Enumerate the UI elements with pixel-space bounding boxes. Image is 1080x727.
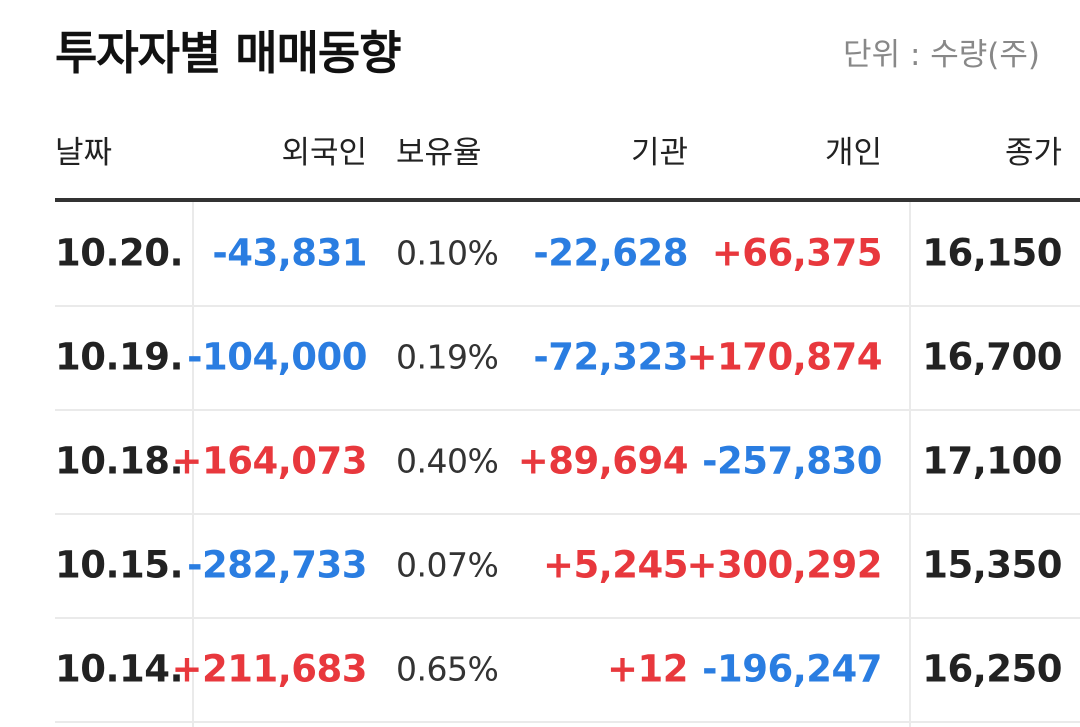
value-cell: -72,323: [533, 335, 688, 379]
value-cell: 0.19%: [396, 337, 499, 377]
value-cell: 15,350: [922, 543, 1062, 587]
date-cell: 10.14.: [55, 647, 184, 691]
unit-label: 단위 : 수량(주): [843, 37, 1040, 73]
value-cell: 0.07%: [396, 545, 499, 585]
title: 투자자별 매매동향: [55, 26, 402, 80]
row-divider: [55, 305, 1080, 307]
row-divider: [55, 513, 1080, 515]
value-cell: +66,375: [711, 231, 883, 275]
value-cell: 0.65%: [396, 649, 499, 689]
column-header: 종가: [1004, 135, 1062, 171]
column-header: 날짜: [55, 135, 113, 171]
value-cell: -104,000: [187, 335, 367, 379]
column-header: 외국인: [281, 135, 367, 171]
value-cell: +170,874: [686, 335, 882, 379]
column-header: 개인: [824, 135, 882, 171]
value-cell: -257,830: [702, 439, 882, 483]
value-cell: +5,245: [542, 543, 689, 587]
value-cell: +164,073: [171, 439, 367, 483]
value-cell: -22,628: [533, 231, 688, 275]
column-divider: [192, 202, 194, 727]
date-cell: 10.20.: [55, 231, 184, 275]
value-cell: +89,694: [517, 439, 689, 483]
value-cell: +211,683: [171, 647, 367, 691]
value-cell: -43,831: [212, 231, 367, 275]
value-cell: 16,250: [922, 647, 1062, 691]
row-divider: [55, 617, 1080, 619]
value-cell: 17,100: [922, 439, 1062, 483]
date-cell: 10.15.: [55, 543, 184, 587]
value-cell: 0.10%: [396, 233, 499, 273]
row-divider: [55, 409, 1080, 411]
header-divider: [55, 198, 1080, 202]
value-cell: +300,292: [686, 543, 882, 587]
value-cell: -196,247: [702, 647, 882, 691]
column-divider: [909, 202, 911, 727]
column-header: 기관: [630, 135, 688, 171]
value-cell: 16,150: [922, 231, 1062, 275]
value-cell: 16,700: [922, 335, 1062, 379]
value-cell: 0.40%: [396, 441, 499, 481]
value-cell: +12: [607, 647, 689, 691]
value-cell: -282,733: [187, 543, 367, 587]
row-divider: [55, 721, 1080, 723]
date-cell: 10.19.: [55, 335, 184, 379]
column-header: 보유율: [396, 135, 482, 171]
date-cell: 10.18.: [55, 439, 184, 483]
